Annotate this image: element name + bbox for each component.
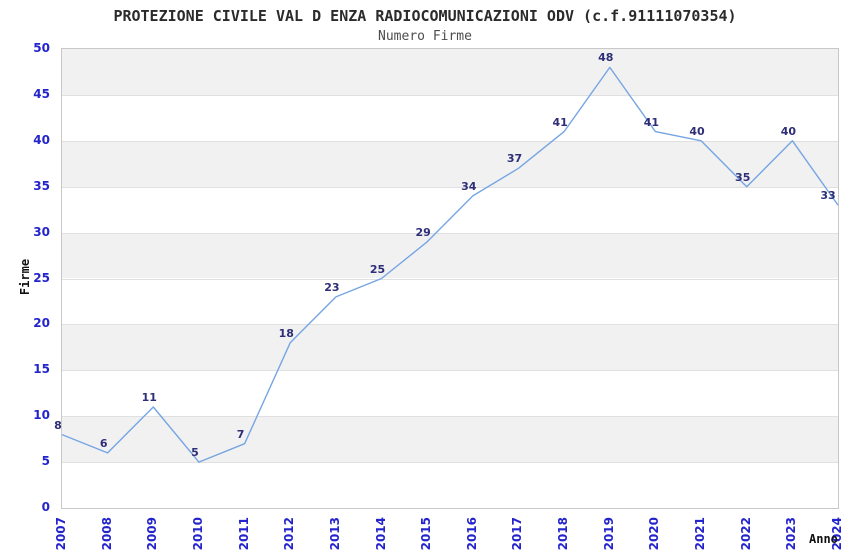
y-tick-label: 30 [33,224,50,239]
plot-band [62,416,838,463]
point-label: 6 [99,436,108,450]
point-label: 7 [236,427,245,441]
point-label: 40 [689,124,705,138]
point-label: 41 [552,115,568,129]
point-label: 11 [141,391,157,405]
y-tick-label: 0 [41,500,50,514]
plot-band [62,324,838,371]
point-label: 18 [278,326,294,340]
point-label: 37 [506,152,523,166]
gridline [62,370,838,371]
gridline [62,187,838,188]
y-tick-label: 20 [33,316,50,331]
plot-band [62,49,838,95]
point-label: 8 [54,418,62,432]
y-tick-label: 40 [33,132,50,147]
y-axis-title: Firme [18,258,32,296]
y-tick-label: 50 [33,41,50,55]
plot-area: 8 6 11 5 7 18 23 25 29 34 37 41 48 41 40 35 40 33 [54,48,839,509]
line-series [61,66,839,463]
y-tick-label: 45 [33,86,50,101]
point-label: 40 [780,124,796,138]
gridline [62,462,838,463]
chart-title: PROTEZIONE CIVILE VAL D ENZA RADIOCOMUNI… [113,7,737,25]
y-tick-label: 10 [33,408,50,423]
gridline [62,141,838,142]
gridline [62,324,838,325]
plot-band [62,232,838,279]
point-label: 41 [643,115,660,129]
point-label: 33 [820,189,836,203]
x-axis-title: Anno [809,532,838,546]
point-label: 48 [598,51,614,65]
point-label: 25 [369,262,386,276]
point-label: 29 [415,225,431,239]
y-tick-label: 25 [33,270,50,285]
point-label: 35 [735,170,751,184]
gridline [62,416,838,417]
y-tick-label: 5 [41,454,50,469]
y-tick-label: 35 [33,178,50,193]
gridline [62,279,838,280]
gridline [62,233,838,234]
y-tick-label: 15 [33,362,50,377]
gridline [62,95,838,96]
point-label: 5 [191,446,199,460]
point-label: 34 [461,179,477,193]
line-series-svg [61,66,839,463]
point-label: 23 [324,280,340,294]
chart-subtitle: Numero Firme [378,29,472,44]
